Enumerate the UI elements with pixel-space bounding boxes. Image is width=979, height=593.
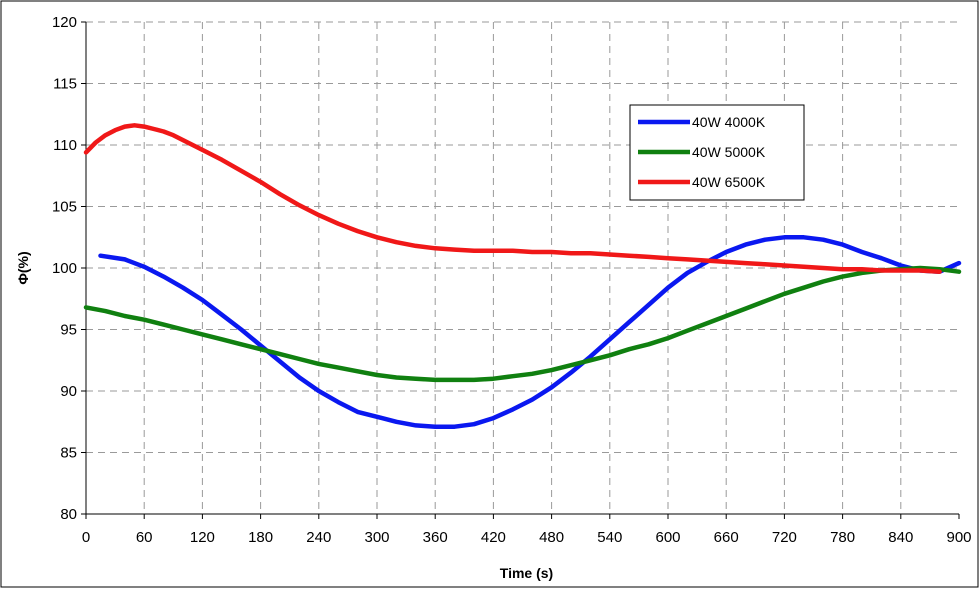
legend-label-2: 40W 5000K: [692, 144, 766, 160]
y-tick-label: 120: [52, 14, 77, 31]
x-tick-label: 120: [190, 529, 215, 546]
axes: 80 85 90 95 100 105 110 115 120 0 60 120 180 240 300 36…: [52, 14, 972, 546]
x-tick-label: 180: [248, 529, 273, 546]
legend-label-3: 40W 6500K: [692, 174, 766, 190]
legend-label-1: 40W 4000K: [692, 114, 766, 130]
x-tick-label: 660: [714, 529, 739, 546]
y-tick-label: 115: [53, 76, 77, 93]
x-tick-label: 0: [82, 529, 90, 546]
series-line-3: [83, 123, 942, 274]
series-line-1: [98, 235, 962, 429]
x-tick-label: 780: [830, 529, 855, 546]
x-tick-label: 840: [888, 529, 913, 546]
series: [83, 123, 962, 429]
series-line-2: [83, 265, 962, 383]
y-tick-label: 110: [53, 137, 77, 154]
y-axis-title: Φ(%): [15, 251, 31, 284]
y-tick-label: 100: [52, 260, 77, 277]
y-tick-label: 90: [60, 383, 77, 400]
x-tick-label: 720: [772, 529, 797, 546]
x-tick-label: 480: [539, 529, 564, 546]
x-tick-label: 540: [597, 529, 622, 546]
x-tick-label: 300: [364, 529, 389, 546]
x-tick-label: 60: [136, 529, 153, 546]
y-tick-label: 95: [60, 322, 77, 339]
legend: 40W 4000K 40W 5000K 40W 6500K: [629, 104, 805, 201]
x-tick-label: 600: [655, 529, 680, 546]
x-tick-label: 900: [946, 529, 971, 546]
y-tick-label: 105: [52, 199, 77, 216]
y-tick-label: 85: [60, 445, 77, 462]
x-axis-title: Time (s): [500, 565, 553, 581]
x-tick-label: 240: [306, 529, 331, 546]
x-tick-label: 420: [481, 529, 506, 546]
x-tick-label: 360: [423, 529, 448, 546]
y-tick-label: 80: [60, 506, 77, 523]
